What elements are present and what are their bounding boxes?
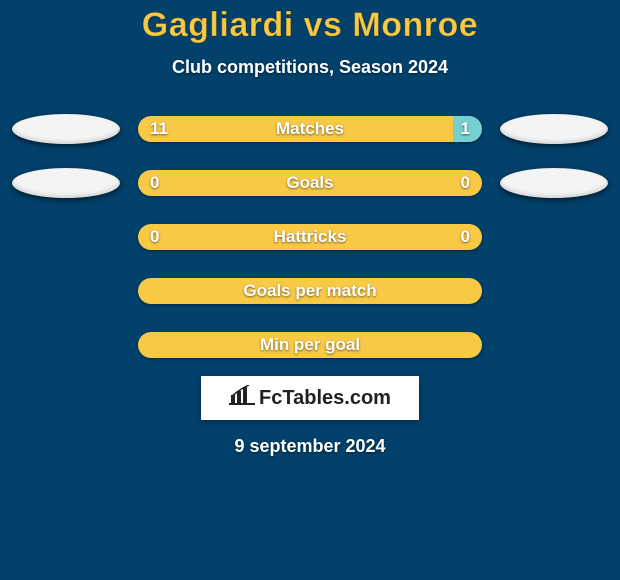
stat-bar: 111Matches bbox=[138, 116, 482, 142]
stat-row: 00Goals bbox=[0, 160, 620, 206]
stat-rows: 111Matches 00Goals 00Hattricks Goals per ma… bbox=[0, 106, 620, 368]
stat-row: Goals per match bbox=[0, 268, 620, 314]
logo-text: FcTables.com bbox=[259, 387, 391, 410]
stat-label: Hattricks bbox=[138, 224, 482, 250]
player-right-name: Monroe bbox=[352, 6, 478, 44]
stat-row: 00Hattricks bbox=[0, 214, 620, 260]
subtitle: Club competitions, Season 2024 bbox=[0, 57, 620, 78]
player-left-avatar bbox=[12, 114, 120, 144]
stat-label: Min per goal bbox=[138, 332, 482, 358]
stat-bar: Min per goal bbox=[138, 332, 482, 358]
stat-bar: 00Hattricks bbox=[138, 224, 482, 250]
vs-separator: vs bbox=[304, 6, 343, 44]
player-left-name: Gagliardi bbox=[142, 6, 294, 44]
stat-row: 111Matches bbox=[0, 106, 620, 152]
stat-row: Min per goal bbox=[0, 322, 620, 368]
stat-label: Matches bbox=[138, 116, 482, 142]
source-logo: FcTables.com bbox=[201, 376, 419, 420]
comparison-infographic: Gagliardi vs Monroe Club competitions, S… bbox=[0, 0, 620, 580]
page-title: Gagliardi vs Monroe bbox=[0, 0, 620, 45]
footer-date: 9 september 2024 bbox=[0, 436, 620, 457]
stat-bar: Goals per match bbox=[138, 278, 482, 304]
player-left-avatar bbox=[12, 168, 120, 198]
chart-icon bbox=[229, 385, 255, 411]
stat-bar: 00Goals bbox=[138, 170, 482, 196]
stat-label: Goals bbox=[138, 170, 482, 196]
player-right-avatar bbox=[500, 168, 608, 198]
stat-label: Goals per match bbox=[138, 278, 482, 304]
player-right-avatar bbox=[500, 114, 608, 144]
